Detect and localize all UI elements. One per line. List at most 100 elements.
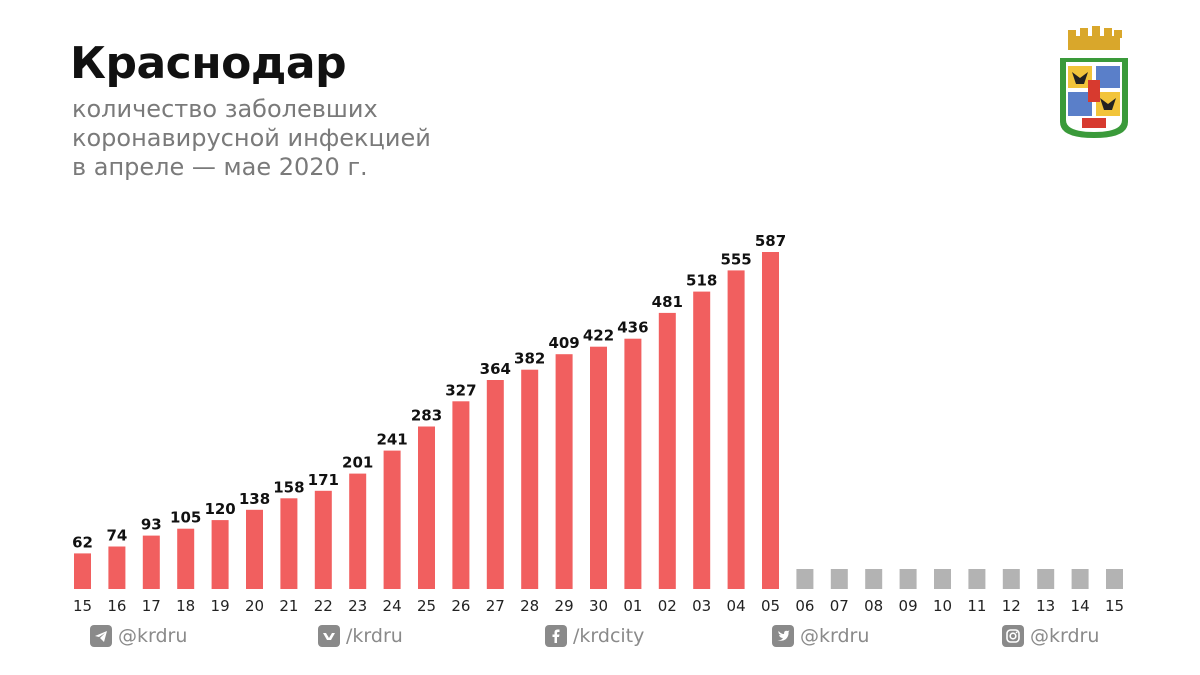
bar-2 xyxy=(142,535,160,589)
bar-16 xyxy=(624,338,642,589)
x-tick-label-20: 05 xyxy=(761,597,780,615)
social-twitter[interactable]: @krdru xyxy=(772,625,869,647)
x-tick-label-10: 25 xyxy=(417,597,436,615)
x-tick-label-13: 28 xyxy=(520,597,539,615)
bar-value-label-13: 382 xyxy=(514,350,545,368)
x-tick-label-23: 08 xyxy=(864,597,883,615)
social-telegram-label: @krdru xyxy=(118,625,188,647)
x-tick-label-27: 12 xyxy=(1002,597,1021,615)
bar-12 xyxy=(486,380,504,589)
bar-value-label-6: 158 xyxy=(273,478,304,496)
instagram-icon xyxy=(1002,625,1024,647)
page-title: Краснодар xyxy=(70,38,347,89)
bar-15 xyxy=(590,346,607,589)
facebook-icon xyxy=(545,625,567,647)
bar-10 xyxy=(418,426,435,589)
social-instagram-label: @krdru xyxy=(1030,625,1100,647)
bar-value-label-7: 171 xyxy=(308,471,339,489)
future-bar-25 xyxy=(934,569,951,589)
future-bar-29 xyxy=(1071,569,1089,589)
future-bar-22 xyxy=(830,569,848,589)
bar-value-label-15: 422 xyxy=(583,327,614,345)
social-facebook-label: /krdcity xyxy=(573,625,645,647)
bar-value-label-17: 481 xyxy=(652,293,683,311)
x-tick-label-0: 15 xyxy=(73,597,92,615)
bar-3 xyxy=(177,528,195,589)
bar-value-label-16: 436 xyxy=(617,319,648,337)
bar-6 xyxy=(280,498,298,589)
social-instagram[interactable]: @krdru xyxy=(1002,625,1099,647)
x-tick-label-4: 19 xyxy=(211,597,230,615)
x-tick-label-28: 13 xyxy=(1036,597,1055,615)
x-tick-label-17: 02 xyxy=(658,597,677,615)
bar-20 xyxy=(762,252,779,589)
x-tick-label-3: 18 xyxy=(176,597,195,615)
bar-value-label-2: 93 xyxy=(141,516,162,534)
x-tick-label-16: 01 xyxy=(623,597,642,615)
x-tick-label-24: 09 xyxy=(899,597,918,615)
x-tick-label-25: 10 xyxy=(933,597,952,615)
future-bar-30 xyxy=(1106,569,1123,589)
x-tick-label-5: 20 xyxy=(245,597,264,615)
bar-value-label-8: 201 xyxy=(342,454,373,472)
bar-value-label-4: 120 xyxy=(204,500,235,518)
bar-value-label-10: 283 xyxy=(411,407,442,425)
bar-value-label-14: 409 xyxy=(548,334,579,352)
x-tick-label-9: 24 xyxy=(383,597,402,615)
social-facebook[interactable]: /krdcity xyxy=(545,625,644,647)
future-bar-26 xyxy=(968,569,986,589)
x-tick-label-8: 23 xyxy=(348,597,367,615)
bar-value-label-9: 241 xyxy=(376,431,407,449)
bar-8 xyxy=(349,473,367,589)
future-bar-21 xyxy=(796,569,814,589)
future-bar-27 xyxy=(1002,569,1020,589)
chart-subtitle: количество заболевших коронавирусной инф… xyxy=(72,95,592,182)
bar-value-label-1: 74 xyxy=(106,527,127,545)
bar-11 xyxy=(452,401,470,589)
bar-value-label-0: 62 xyxy=(72,533,93,551)
bar-value-label-20: 587 xyxy=(755,232,786,250)
subtitle-line-2: коронавирусной инфекцией xyxy=(72,124,431,152)
bar-value-label-18: 518 xyxy=(686,272,717,290)
bar-1 xyxy=(108,546,126,589)
bar-7 xyxy=(314,490,332,589)
x-tick-label-7: 22 xyxy=(314,597,333,615)
subtitle-line-3: в апреле — мае 2020 г. xyxy=(72,153,368,181)
bar-value-label-5: 138 xyxy=(239,490,270,508)
x-tick-label-30: 15 xyxy=(1105,597,1124,615)
telegram-icon xyxy=(90,625,112,647)
social-vk-label: /krdru xyxy=(346,625,403,647)
bar-17 xyxy=(658,312,676,589)
bar-13 xyxy=(521,369,539,589)
x-tick-label-11: 26 xyxy=(451,597,470,615)
x-tick-label-18: 03 xyxy=(692,597,711,615)
bar-value-label-11: 327 xyxy=(445,381,476,399)
subtitle-line-1: количество заболевших xyxy=(72,95,378,123)
bar-value-label-12: 364 xyxy=(480,360,511,378)
bar-4 xyxy=(211,520,229,589)
twitter-icon xyxy=(772,625,794,647)
bar-5 xyxy=(246,509,263,589)
krasnodar-coat-of-arms-icon xyxy=(1060,26,1128,138)
social-telegram[interactable]: @krdru xyxy=(90,625,187,647)
x-tick-label-12: 27 xyxy=(486,597,505,615)
social-vk[interactable]: /krdru xyxy=(318,625,403,647)
bar-19 xyxy=(727,270,745,589)
social-links: @krdru /krdru /krdcity @krdru @krdru xyxy=(0,625,1200,661)
bar-14 xyxy=(555,354,573,589)
bar-chart: 6215741693171051812019138201582117122201… xyxy=(72,232,1124,615)
bar-18 xyxy=(693,291,711,589)
x-tick-label-2: 17 xyxy=(142,597,161,615)
x-tick-label-1: 16 xyxy=(107,597,126,615)
x-tick-label-19: 04 xyxy=(727,597,746,615)
bar-value-label-3: 105 xyxy=(170,509,201,527)
x-tick-label-21: 06 xyxy=(795,597,814,615)
x-tick-label-26: 11 xyxy=(967,597,986,615)
x-tick-label-6: 21 xyxy=(279,597,298,615)
x-tick-label-22: 07 xyxy=(830,597,849,615)
future-bar-28 xyxy=(1037,569,1055,589)
x-tick-label-29: 14 xyxy=(1071,597,1090,615)
bar-value-label-19: 555 xyxy=(720,250,751,268)
vk-icon xyxy=(318,625,340,647)
future-bar-23 xyxy=(865,569,883,589)
